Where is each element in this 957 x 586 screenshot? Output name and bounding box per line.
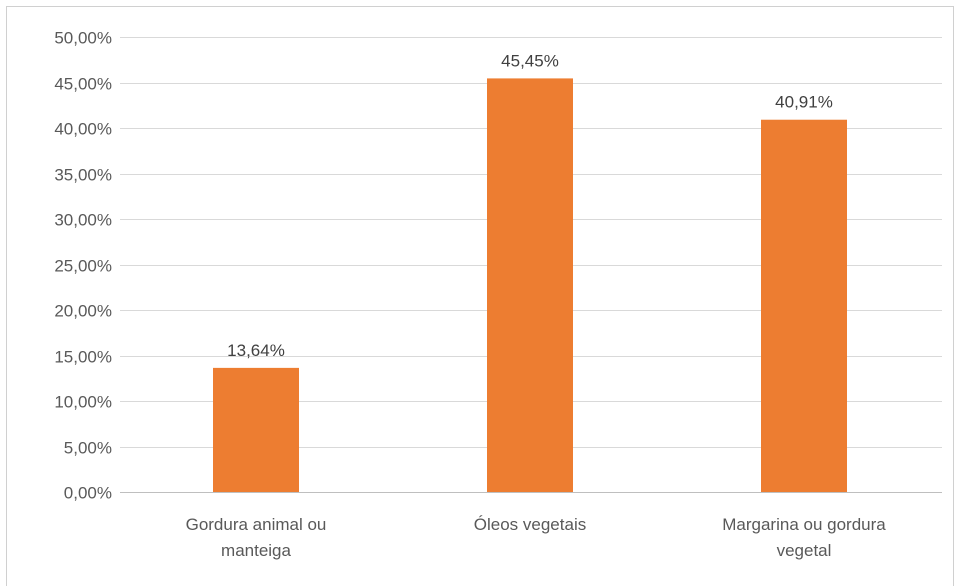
y-tick-label: 35,00% — [54, 166, 112, 185]
y-tick-label: 45,00% — [54, 75, 112, 94]
bar — [487, 78, 573, 492]
y-axis-ticks: 0,00% 5,00% 10,00% 15,00% 20,00% 25,00% 30,00%… — [54, 29, 112, 503]
y-tick-label: 50,00% — [54, 29, 112, 48]
y-tick-label: 0,00% — [64, 484, 112, 503]
x-category-label: Óleos vegetais — [474, 515, 586, 534]
x-category-label: Gordura animal ou manteiga — [186, 515, 327, 560]
bar — [213, 367, 299, 492]
data-label: 45,45% — [501, 51, 559, 70]
data-label: 13,64% — [227, 341, 285, 360]
y-tick-label: 15,00% — [54, 348, 112, 367]
y-tick-label: 30,00% — [54, 211, 112, 230]
data-label: 40,91% — [775, 93, 833, 112]
x-category-label: Margarina ou gordura vegetal — [722, 515, 886, 560]
y-tick-label: 10,00% — [54, 393, 112, 412]
x-axis-categories: Gordura animal ou manteiga Óleos vegetais M… — [186, 515, 887, 560]
y-tick-label: 25,00% — [54, 257, 112, 276]
y-tick-label: 20,00% — [54, 302, 112, 321]
bar — [761, 119, 847, 493]
y-tick-label: 5,00% — [64, 439, 112, 458]
data-labels: 13,64% 45,45% 40,91% — [227, 51, 833, 359]
y-tick-label: 40,00% — [54, 120, 112, 139]
chart-frame — [6, 6, 954, 586]
bars — [213, 78, 847, 493]
